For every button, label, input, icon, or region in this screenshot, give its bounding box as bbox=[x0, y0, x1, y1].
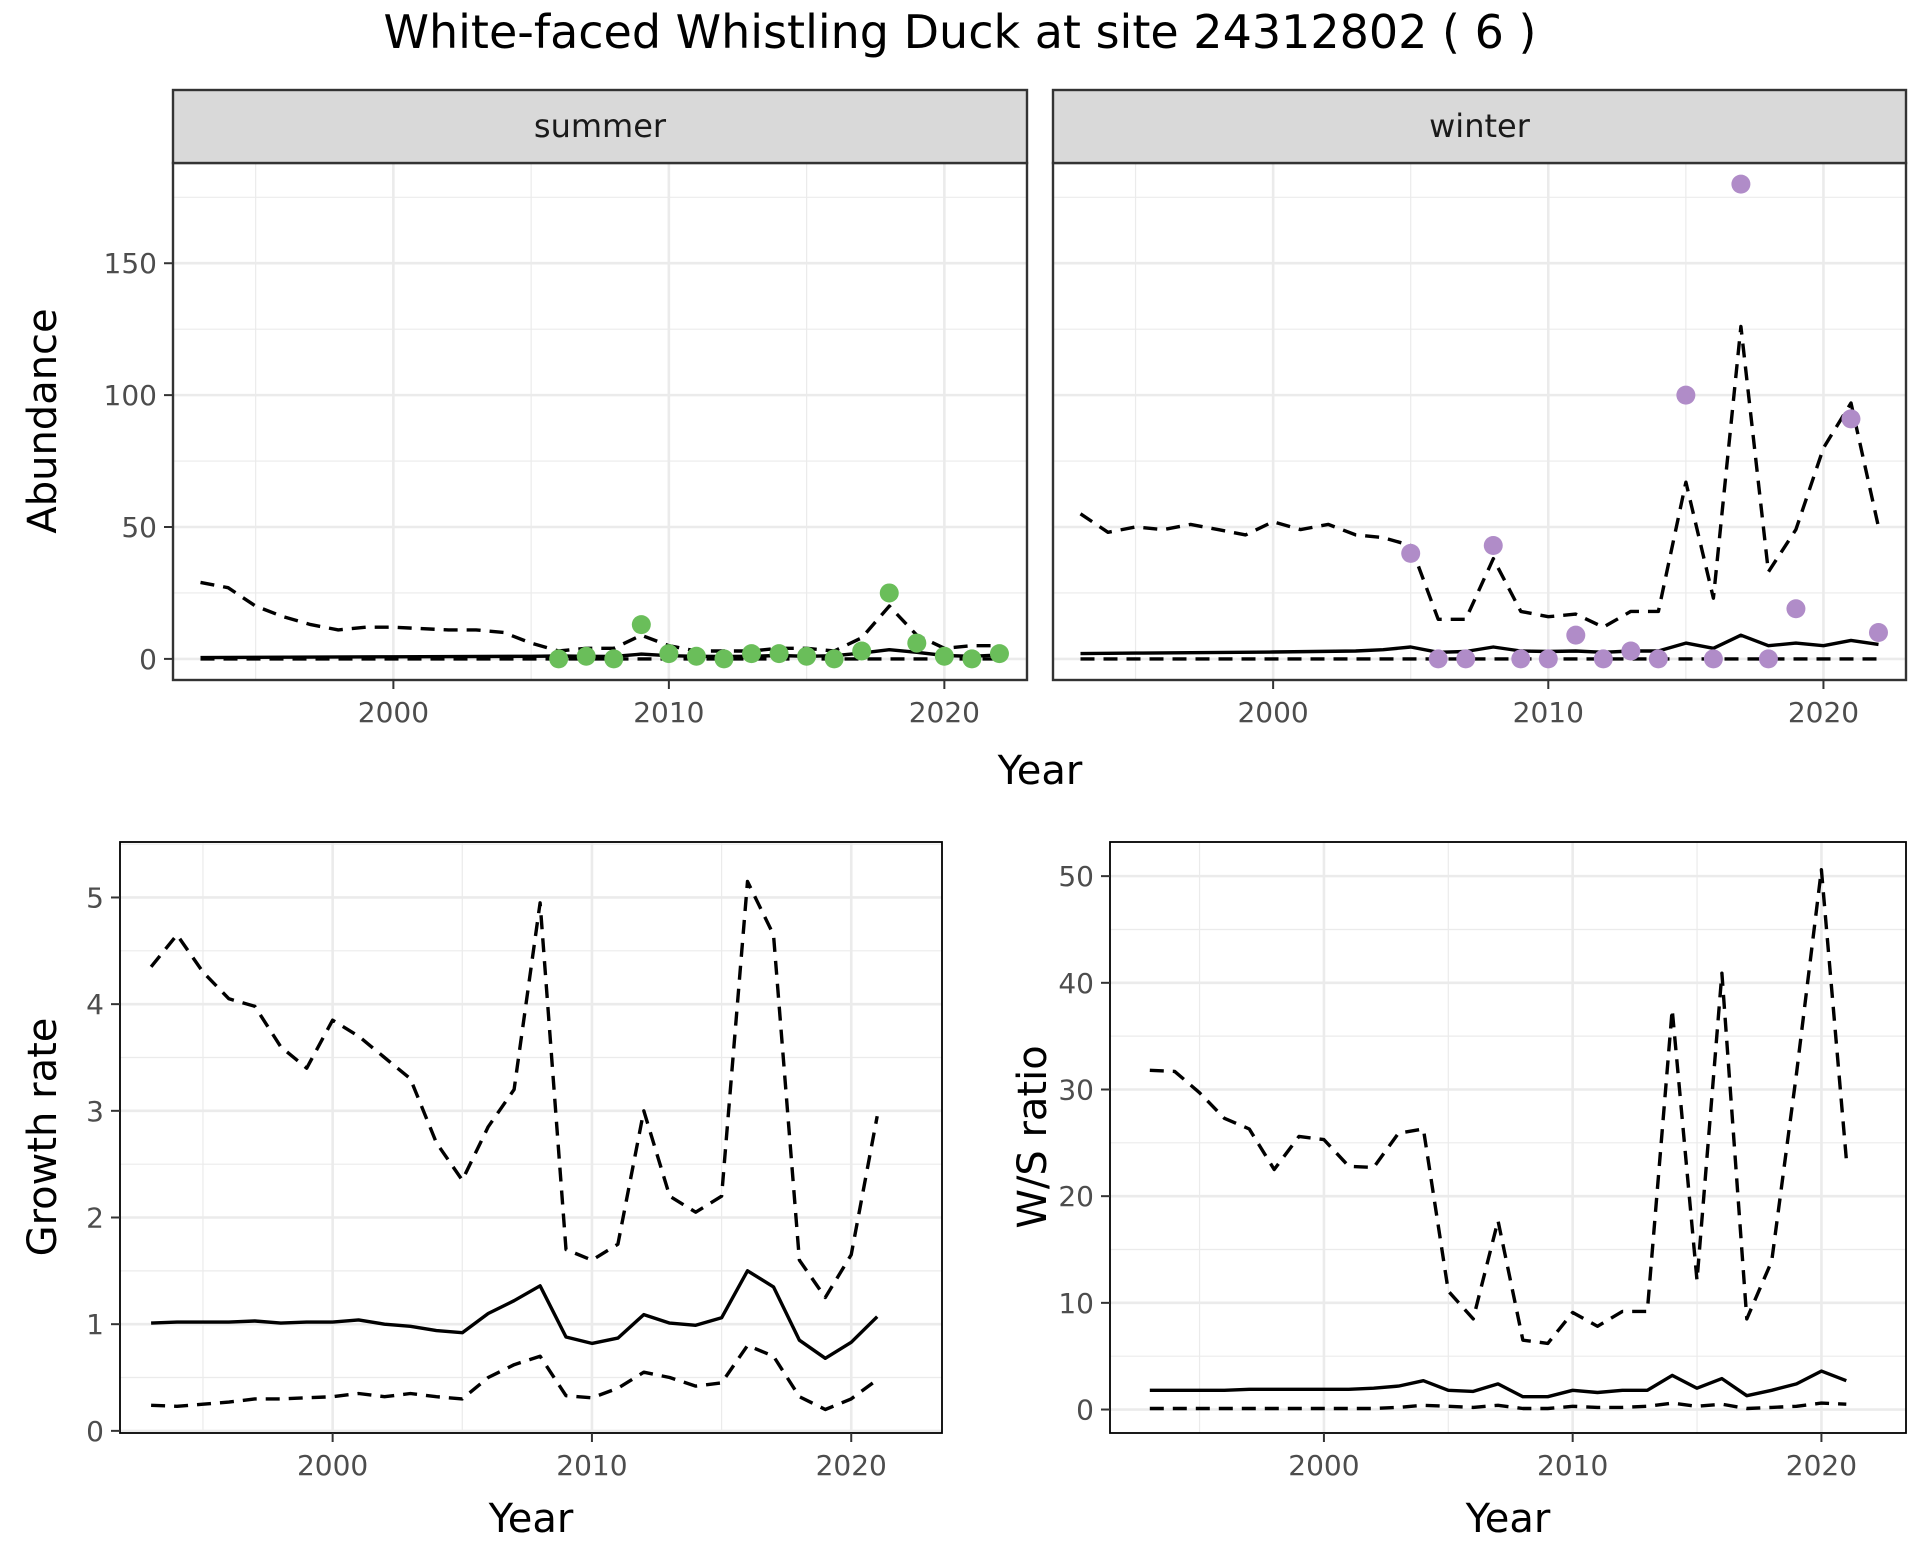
x-tick-label: 2020 bbox=[909, 696, 980, 729]
x-tick-label: 2010 bbox=[1513, 696, 1584, 729]
x-axis-title: Year bbox=[488, 1496, 574, 1542]
y-tick-label: 150 bbox=[104, 247, 157, 280]
data-point bbox=[1401, 543, 1421, 563]
y-tick-label: 50 bbox=[121, 511, 157, 544]
y-tick-label: 5 bbox=[86, 881, 104, 914]
x-tick-label: 2010 bbox=[633, 696, 704, 729]
y-tick-label: 20 bbox=[1058, 1180, 1094, 1213]
growth-rate-panel: 0 1 2 3 4 5 2000 2010 2020 Year Growth rate bbox=[20, 841, 943, 1542]
x-tick-label: 2020 bbox=[816, 1449, 887, 1482]
data-point bbox=[1456, 649, 1476, 669]
data-point bbox=[797, 646, 817, 666]
data-point bbox=[907, 633, 927, 653]
series-line-upper bbox=[1079, 324, 1881, 629]
abundance-x-axis-title: Year bbox=[997, 748, 1083, 794]
data-point bbox=[1648, 649, 1668, 669]
figure-title: White-faced Whistling Duck at site 24312… bbox=[384, 5, 1537, 59]
y-tick-label: 4 bbox=[86, 988, 104, 1021]
x-tick-label: 2020 bbox=[1786, 1449, 1857, 1482]
ws-ratio-panel: 0 10 20 30 40 50 2000 2010 2020 Year W/S ratio bbox=[1010, 841, 1907, 1542]
data-point bbox=[1703, 649, 1723, 669]
y-tick-label: 30 bbox=[1058, 1073, 1094, 1106]
y-tick-label: 2 bbox=[86, 1202, 104, 1235]
y-axis-title: Growth rate bbox=[20, 1018, 66, 1257]
x-tick-label: 2000 bbox=[1237, 696, 1308, 729]
series-line-estimate bbox=[151, 1269, 879, 1360]
series-line-upper bbox=[1149, 868, 1848, 1346]
abundance-y-axis-title: Abundance bbox=[20, 308, 66, 533]
data-point bbox=[686, 646, 706, 666]
data-point bbox=[1566, 625, 1586, 645]
data-point bbox=[934, 646, 954, 666]
panel-background bbox=[1053, 163, 1906, 680]
data-point bbox=[1538, 649, 1558, 669]
data-point bbox=[824, 649, 844, 669]
data-point bbox=[1511, 649, 1531, 669]
y-tick-label: 0 bbox=[1076, 1394, 1094, 1427]
data-point bbox=[962, 649, 982, 669]
data-point bbox=[549, 649, 569, 669]
data-point bbox=[742, 644, 762, 664]
data-point bbox=[631, 615, 651, 635]
x-axis-title: Year bbox=[1465, 1496, 1551, 1542]
data-point bbox=[1676, 385, 1696, 405]
y-tick-label: 100 bbox=[104, 379, 157, 412]
facet-strip-label: summer bbox=[534, 107, 667, 145]
data-point bbox=[1786, 599, 1806, 619]
panel-background bbox=[173, 163, 1027, 680]
y-tick-label: 3 bbox=[86, 1095, 104, 1128]
y-tick-label: 40 bbox=[1058, 967, 1094, 1000]
y-tick-label: 50 bbox=[1058, 860, 1094, 893]
abundance-winter-panel: winter 2000 2010 2020 bbox=[1051, 88, 1908, 729]
data-point bbox=[1758, 649, 1778, 669]
data-point bbox=[714, 649, 734, 669]
data-point bbox=[1593, 649, 1613, 669]
x-tick-label: 2010 bbox=[1537, 1449, 1608, 1482]
series-line-estimate bbox=[1149, 1369, 1847, 1399]
facet-strip bbox=[1051, 88, 1908, 165]
x-tick-label: 2000 bbox=[297, 1449, 368, 1482]
data-point bbox=[1841, 409, 1861, 429]
facet-strip-label: winter bbox=[1429, 107, 1531, 145]
data-point bbox=[879, 583, 899, 603]
series-line-estimate bbox=[1080, 633, 1879, 656]
y-tick-label: 0 bbox=[86, 1415, 104, 1448]
data-point bbox=[1731, 174, 1751, 194]
y-axis-title: W/S ratio bbox=[1010, 1045, 1056, 1228]
abundance-summer-panel: summer 0 50 100 150 2000 2010 2020 Abundance Year bbox=[20, 88, 1083, 794]
x-tick-label: 2000 bbox=[1288, 1449, 1359, 1482]
x-tick-label: 2000 bbox=[358, 696, 429, 729]
y-tick-label: 0 bbox=[139, 643, 157, 676]
panel-frame bbox=[1109, 841, 1907, 1434]
panel-frame bbox=[119, 841, 943, 1434]
data-point bbox=[1428, 649, 1448, 669]
panel-background bbox=[1110, 842, 1906, 1433]
data-point bbox=[1621, 641, 1641, 661]
series-line-upper bbox=[149, 879, 879, 1300]
x-tick-label: 2020 bbox=[1788, 696, 1859, 729]
data-point bbox=[659, 644, 679, 664]
data-point bbox=[576, 646, 596, 666]
data-point bbox=[852, 641, 872, 661]
series-line-lower bbox=[1149, 1401, 1847, 1411]
panel-background bbox=[120, 842, 942, 1433]
data-point bbox=[1868, 623, 1888, 643]
series-line-upper bbox=[200, 580, 1000, 653]
data-point bbox=[1483, 535, 1503, 555]
y-tick-label: 10 bbox=[1058, 1287, 1094, 1320]
data-point bbox=[604, 649, 624, 669]
facet-strip bbox=[171, 88, 1029, 165]
x-tick-label: 2010 bbox=[556, 1449, 627, 1482]
y-tick-label: 1 bbox=[86, 1308, 104, 1341]
data-point bbox=[769, 644, 789, 664]
data-point bbox=[989, 644, 1009, 664]
series-line-lower bbox=[151, 1343, 879, 1412]
